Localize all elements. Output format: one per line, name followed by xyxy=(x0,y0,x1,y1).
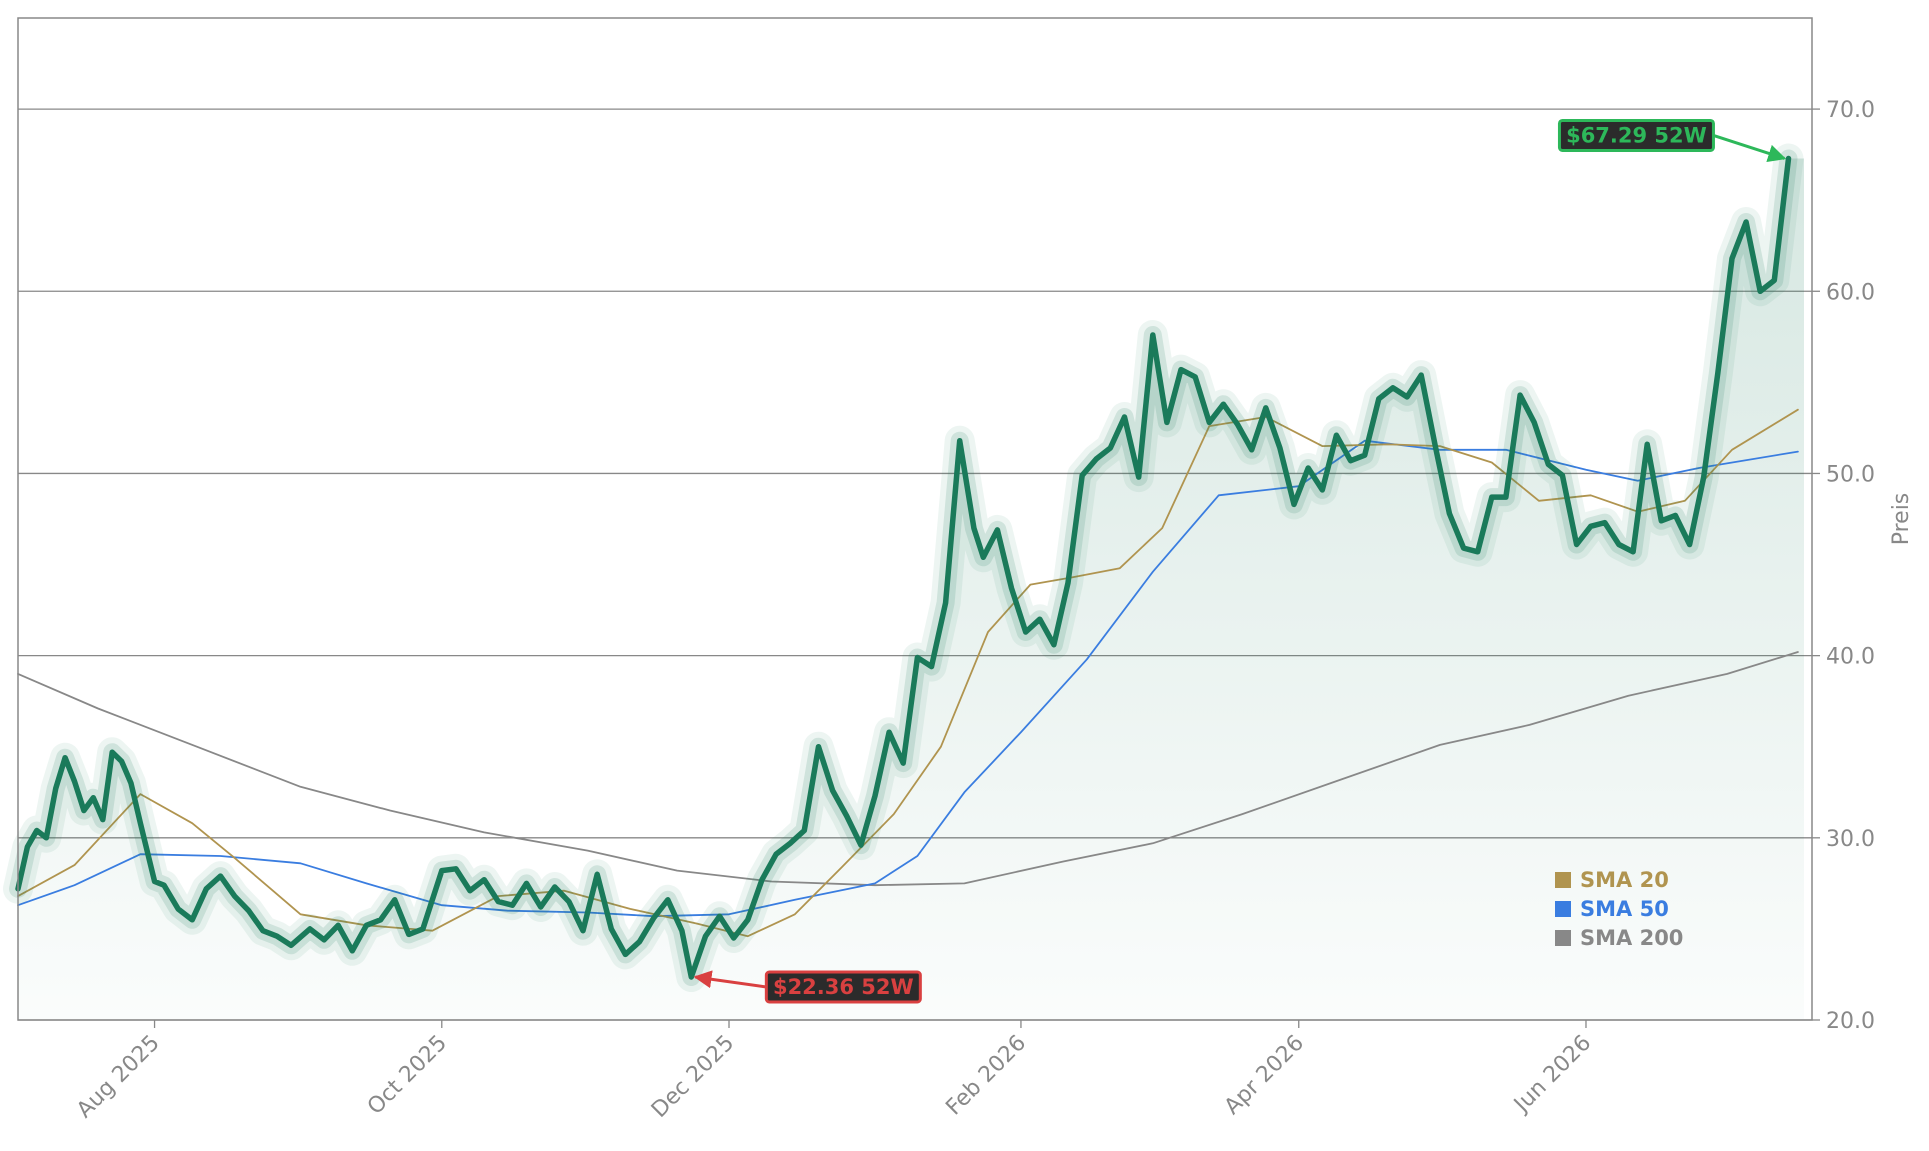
series-lines xyxy=(3,143,1804,992)
x-tick-label: Oct 2025 xyxy=(363,1031,452,1120)
y-tick-label: 40.0 xyxy=(1826,645,1875,670)
y-tick-label: 50.0 xyxy=(1826,462,1875,487)
high-badge xyxy=(1557,118,1715,152)
x-tick-label: Feb 2026 xyxy=(941,1031,1031,1121)
y-axis-title: Preis xyxy=(1889,493,1914,546)
price-line xyxy=(15,155,1792,980)
high-label: $67.29 52W xyxy=(1566,123,1707,147)
y-tick-label: 30.0 xyxy=(1826,827,1875,852)
y-tick-label: 70.0 xyxy=(1826,98,1875,123)
sma200-legend-swatch xyxy=(1555,930,1571,946)
x-axis: Aug 2025 Oct 2025 Dec 2025 Feb 2026 Apr 2026… xyxy=(72,1020,1596,1123)
price-area-fill xyxy=(18,158,1804,1020)
low-arrow xyxy=(693,970,767,989)
x-tick-label: Aug 2025 xyxy=(72,1031,165,1124)
sma200-legend-label: SMA 200 xyxy=(1580,926,1683,950)
sma200-line xyxy=(17,651,1799,887)
annotations: $67.29 52W $22.36 52W xyxy=(693,118,1787,1004)
sma50-line xyxy=(17,439,1799,918)
sma50-legend-label: SMA 50 xyxy=(1580,897,1669,921)
sma20-legend-swatch xyxy=(1555,872,1571,888)
y-tick-label: 20.0 xyxy=(1826,1009,1875,1034)
plot-frame xyxy=(17,17,1813,1021)
sma20-legend-label: SMA 20 xyxy=(1580,868,1669,892)
price-area xyxy=(18,158,1804,1020)
sma20-line xyxy=(17,408,1799,938)
y-tick-label: 60.0 xyxy=(1826,280,1875,305)
sma50-legend-swatch xyxy=(1555,901,1571,917)
y-axis: 20.0 30.0 40.0 50.0 60.0 70.0 xyxy=(1812,98,1875,1034)
x-tick-label: Jun 2026 xyxy=(1508,1031,1596,1119)
high-arrow xyxy=(1712,134,1787,163)
low-label: $22.36 52W xyxy=(773,975,914,999)
x-tick-label: Apr 2026 xyxy=(1220,1031,1309,1120)
low-badge xyxy=(764,970,922,1004)
legend: SMA 20 SMA 50 SMA 200 xyxy=(1555,868,1683,950)
x-tick-label: Dec 2025 xyxy=(647,1031,739,1123)
